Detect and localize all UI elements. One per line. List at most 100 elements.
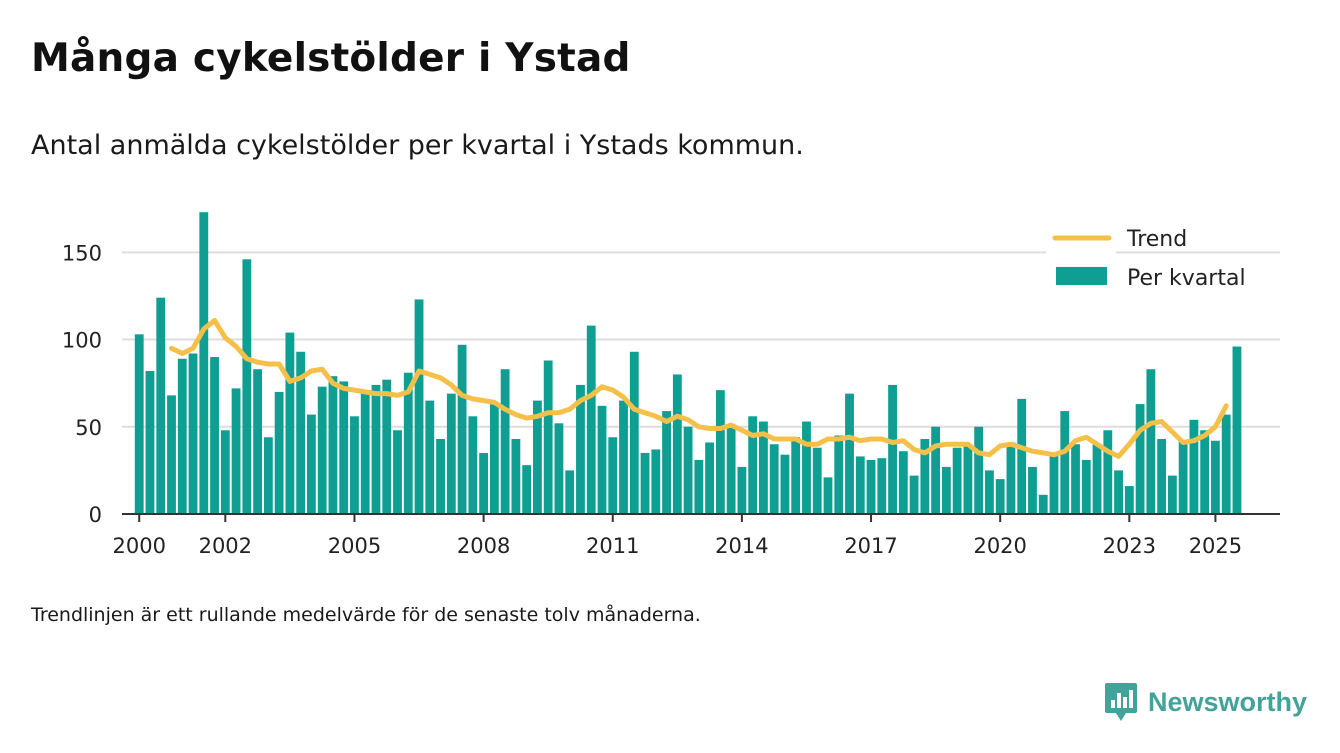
bar [1071,444,1080,514]
chart: 0 50 100 150 2000 2002 2005 2008 2011 2014 2017 202… [62,212,1280,558]
x-tick-label: 2005 [328,534,381,558]
bar [350,416,359,514]
footnote: Trendlinjen är ett rullande medelvärde f… [31,604,701,626]
bar [952,447,962,514]
bar [576,384,585,514]
bar [1146,369,1156,514]
bar [619,400,628,514]
bar [931,426,941,514]
bar [500,369,510,514]
bar [769,444,779,514]
bar [285,332,295,514]
bar [188,353,198,514]
bar [1221,414,1231,514]
y-tick-label: 0 [89,503,102,527]
trend-line [169,317,1229,459]
bar [1017,398,1027,514]
x-tick-label: 2025 [1189,534,1242,558]
y-tick-label: 100 [62,329,102,353]
bar [888,384,897,514]
bar [995,479,1005,514]
bar [263,437,273,514]
bar [1157,438,1167,514]
bar [1135,404,1145,514]
bar [393,430,402,514]
bar [812,447,822,514]
bar [468,416,478,514]
x-tick-label: 2011 [586,534,639,558]
legend-trend-label: Trend [1126,227,1187,252]
bar-series [134,212,1242,514]
bar [748,416,758,514]
bar [167,395,176,514]
bar [877,458,887,514]
bar [985,470,994,514]
bar [414,299,424,514]
bar [1189,419,1199,514]
bar [134,334,144,514]
x-tick-label: 2017 [844,534,897,558]
bar [1006,442,1016,514]
bar [1028,466,1037,514]
bar [1178,440,1188,514]
bar [554,423,564,514]
bar [586,325,596,514]
bar [920,438,930,514]
bar [1092,444,1102,514]
bar [274,391,284,514]
bar [597,405,607,514]
bar [866,459,876,514]
legend-bar-label: Per kvartal [1127,266,1246,291]
bar [177,358,187,514]
bar [1103,430,1113,514]
bar [845,393,854,514]
bar [909,475,919,514]
y-tick-label: 150 [62,241,102,265]
bar [522,465,532,514]
bar [511,438,521,514]
bar [737,466,747,514]
bar [672,374,682,514]
bar [802,421,811,514]
bar [1081,459,1091,514]
bar [296,351,306,514]
bar [629,351,639,514]
bar [683,426,693,514]
x-tick-label: 2014 [715,534,768,558]
axes: 0 50 100 150 2000 2002 2005 2008 2011 2014 2017 202… [62,241,1280,558]
bar [963,445,973,514]
y-tick-label: 50 [75,416,102,440]
bar [834,435,844,514]
bar [662,411,671,514]
bar [780,454,790,514]
bar [1167,475,1177,514]
bar [479,452,489,514]
bar [156,297,166,514]
page-title: Många cykelstölder i Ystad [31,36,631,81]
bar [231,388,241,514]
newsworthy-logo-icon [1104,683,1137,721]
bar [307,414,316,514]
bar [1038,494,1048,514]
x-tick-label: 2000 [112,534,165,558]
bar [145,370,155,514]
bar [715,390,725,514]
bar [425,400,435,514]
brand-logo: Newsworthy [1104,682,1307,722]
bar [543,360,553,514]
legend-bar-swatch [1056,267,1107,285]
bar [339,381,349,514]
bar [457,344,467,514]
bar [640,452,650,514]
bar [317,386,327,514]
bar [974,426,984,514]
bar [371,384,381,514]
bar [403,372,413,514]
x-tick-label: 2020 [973,534,1026,558]
brand-name: Newsworthy [1147,686,1307,717]
bar [1124,486,1134,514]
bar [489,404,499,514]
bar [651,449,661,514]
bar [1232,346,1242,514]
bar [210,357,219,514]
